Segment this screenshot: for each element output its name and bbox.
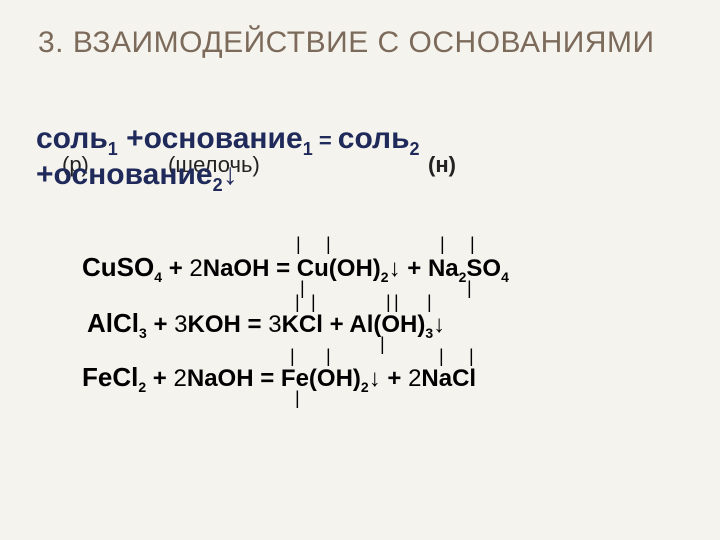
tick-icon: |: [467, 278, 472, 299]
eq2-arrow: ↓: [433, 311, 445, 338]
eq1-plus2: +: [401, 255, 428, 282]
scheme-line-2: +основание2↓: [36, 158, 238, 196]
eq1-prod1: Cu(OH): [297, 255, 381, 282]
eq2-base: KOH: [188, 311, 241, 338]
tick-icon: |: [326, 346, 331, 367]
tick-icon: |: [295, 388, 300, 409]
eq2-eq: =: [241, 311, 268, 338]
equation-2: | | | | | | AlCl3 + 3KOH = 3KCl + Al(OH)…: [87, 308, 445, 341]
tick-icon: |: [427, 292, 432, 313]
tick-icon: |: [386, 292, 391, 313]
eq3-reagent-sub: 2: [138, 379, 146, 395]
tick-icon: |: [380, 334, 385, 355]
eq1-reagent-sub: 4: [154, 269, 162, 285]
scheme-base1-sub: 1: [303, 139, 313, 159]
tick-icon: |: [290, 346, 295, 367]
eq2-coef-base: 3: [174, 311, 187, 338]
eq2-reagent: AlCl: [87, 308, 139, 338]
eq3-base: NaOH: [187, 365, 254, 392]
eq2-plus1: +: [147, 311, 174, 338]
tick-icon: |: [295, 292, 300, 313]
tick-icon: |: [470, 234, 475, 255]
equation-3: | | | | | FeCl2 + 2NaOH = Fe(OH)2↓ + 2Na…: [82, 362, 476, 395]
scheme-base2: основание: [54, 158, 213, 191]
eq1-eq: =: [269, 255, 296, 282]
eq3-coef-prod2: 2: [408, 365, 421, 392]
eq1-prod1-sub: 2: [381, 269, 389, 285]
scheme-salt1-sub: 1: [108, 139, 118, 159]
scheme-base1: основание: [144, 122, 303, 155]
eq2-reagent-sub: 3: [139, 325, 147, 341]
eq2-prod1: KCl: [282, 311, 323, 338]
scheme-plus1: +: [118, 122, 144, 155]
tick-icon: |: [439, 346, 444, 367]
eq3-eq: =: [254, 365, 281, 392]
scheme-base2-sub: 2: [213, 175, 223, 195]
eq1-plus1: +: [162, 255, 189, 282]
equation-1: | | | | | | CuSO4 + 2NaOH = Cu(OH)2↓ + N…: [82, 252, 509, 285]
eq1-base: NaOH: [203, 255, 270, 282]
tick-icon: |: [440, 234, 445, 255]
eq3-coef-base: 2: [174, 365, 187, 392]
eq1-coef-base: 2: [189, 255, 202, 282]
tick-icon: |: [296, 234, 301, 255]
tick-icon: |: [300, 278, 305, 299]
scheme-arrow: ↓: [223, 158, 238, 191]
eq3-prod1-sub: 2: [361, 379, 369, 395]
eq1-reagent: CuSO: [82, 252, 154, 282]
eq2-prod2-sub: 3: [425, 325, 433, 341]
eq1-arrow: ↓: [389, 255, 401, 282]
eq3-prod2: NaCl: [421, 365, 476, 392]
tick-icon: |: [394, 292, 399, 313]
scheme-salt2-sub: 2: [410, 139, 420, 159]
eq3-plus1: +: [146, 365, 173, 392]
annotation-n: (н): [428, 152, 456, 178]
scheme-salt1: соль: [36, 122, 108, 155]
eq3-prod1: Fe(OH): [281, 365, 361, 392]
heading-number: 3.: [38, 26, 64, 59]
scheme-plus2: +: [36, 158, 54, 191]
heading-text: ВЗАИМОДЕЙСТВИЕ С ОСНОВАНИЯМИ: [73, 26, 655, 59]
eq3-reagent: FeCl: [82, 362, 138, 392]
eq3-arrow: ↓: [369, 365, 381, 392]
eq2-plus2: +: [323, 311, 349, 338]
tick-icon: |: [311, 292, 316, 313]
scheme-salt2: соль: [338, 122, 410, 155]
eq2-coef-prod1: 3: [268, 311, 281, 338]
eq1-prod2-sub2: 4: [501, 269, 509, 285]
eq3-plus2: +: [381, 365, 408, 392]
tick-icon: |: [326, 234, 331, 255]
eq1-prod2-pre: Na: [428, 255, 459, 282]
tick-icon: |: [469, 346, 474, 367]
slide-heading: 3. ВЗАИМОДЕЙСТВИЕ С ОСНОВАНИЯМИ: [38, 24, 678, 62]
eq2-prod2: Al(OH): [349, 311, 425, 338]
scheme-eq: =: [313, 128, 338, 153]
